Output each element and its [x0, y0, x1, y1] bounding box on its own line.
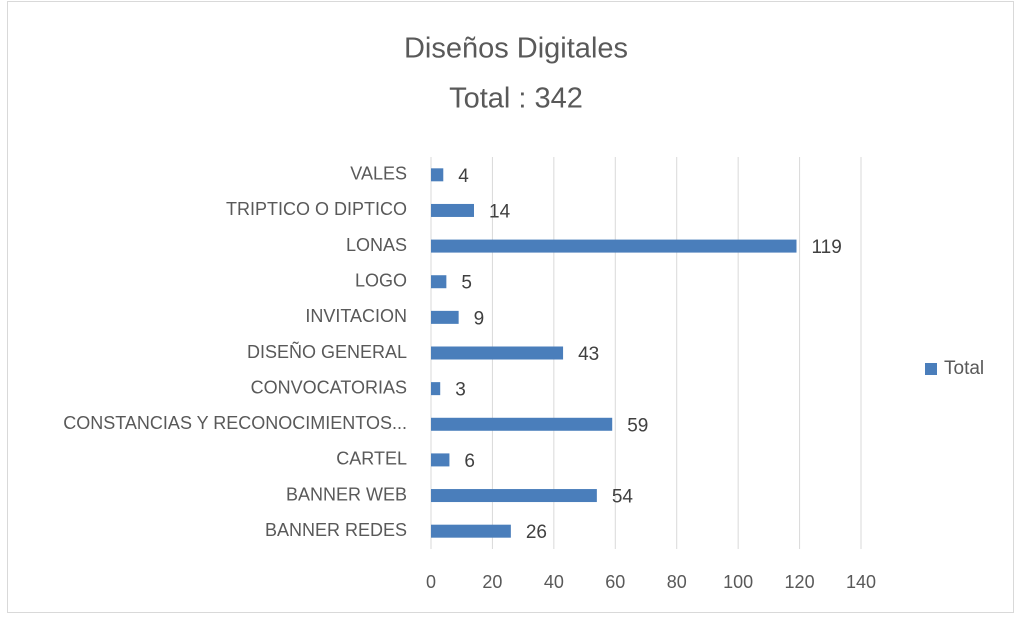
bar [431, 310, 459, 324]
y-tick-label: CONVOCATORIAS [251, 377, 407, 397]
value-label: 5 [461, 273, 472, 294]
bar [431, 168, 444, 182]
x-tick-label: 80 [667, 572, 687, 592]
bar [431, 382, 441, 396]
x-tick-label: 60 [605, 572, 625, 592]
x-tick-label: 120 [785, 572, 815, 592]
y-tick-label: BANNER REDES [265, 520, 407, 540]
y-tick-label: LONAS [346, 235, 407, 255]
bar [431, 417, 613, 431]
bar [431, 489, 597, 503]
y-tick-label: BANNER WEB [286, 484, 407, 504]
chart-subtitle: Total : 342 [449, 83, 583, 115]
bar [431, 453, 450, 467]
chart-frame [7, 1, 1014, 613]
value-label: 59 [627, 415, 648, 436]
x-tick-label: 40 [544, 572, 564, 592]
x-tick-label: 100 [723, 572, 753, 592]
y-tick-label: DISEÑO GENERAL [247, 341, 407, 362]
value-label: 26 [526, 522, 547, 543]
value-label: 119 [812, 237, 842, 258]
y-tick-label: CONSTANCIAS Y RECONOCIMIENTOS... [63, 413, 407, 433]
bar [431, 275, 447, 289]
value-label: 6 [464, 451, 475, 472]
value-label: 54 [612, 487, 634, 508]
value-label: 43 [578, 344, 599, 365]
x-tick-label: 0 [426, 572, 436, 592]
value-label: 14 [489, 201, 511, 222]
legend-label: Total [944, 358, 984, 379]
y-tick-label: CARTEL [336, 449, 407, 469]
x-tick-label: 20 [482, 572, 502, 592]
y-tick-label: LOGO [355, 270, 407, 290]
y-tick-label: INVITACION [305, 306, 407, 326]
bar [431, 524, 511, 538]
chart-title: Diseños Digitales [404, 33, 628, 65]
bar [431, 346, 564, 360]
value-label: 9 [474, 308, 485, 329]
x-tick-label: 140 [846, 572, 876, 592]
value-label: 3 [455, 380, 466, 401]
y-tick-label: VALES [350, 164, 407, 184]
y-tick-label: TRIPTICO O DIPTICO [226, 199, 407, 219]
bar [431, 203, 474, 217]
value-label: 4 [458, 166, 469, 187]
bar [431, 239, 797, 253]
legend-swatch [925, 363, 937, 375]
